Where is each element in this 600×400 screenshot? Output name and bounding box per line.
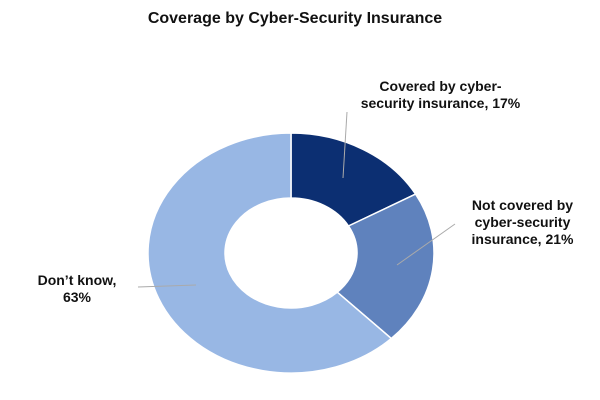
data-label: Covered by cyber-security insurance, 17%: [358, 78, 523, 112]
leader-line: [396, 223, 456, 266]
leader-line: [342, 111, 348, 179]
chart-title: Coverage by Cyber-Security Insurance: [147, 10, 443, 27]
label-value: 63%: [62, 289, 92, 305]
label-category: Covered by cyber-security insurance,: [360, 78, 502, 111]
label-category: Not covered by cyber-security insurance,: [471, 197, 574, 247]
data-label: Not covered by cyber-security insurance,…: [455, 197, 590, 248]
donut-slice: [336, 193, 435, 340]
label-category: Don’t know,: [37, 272, 117, 288]
data-label: Don’t know, 63%: [22, 272, 132, 306]
leader-line: [137, 284, 197, 288]
label-value: 21%: [545, 231, 574, 247]
donut-slice: [147, 132, 393, 374]
donut-slice: [290, 132, 417, 227]
label-value: 17%: [492, 95, 521, 111]
